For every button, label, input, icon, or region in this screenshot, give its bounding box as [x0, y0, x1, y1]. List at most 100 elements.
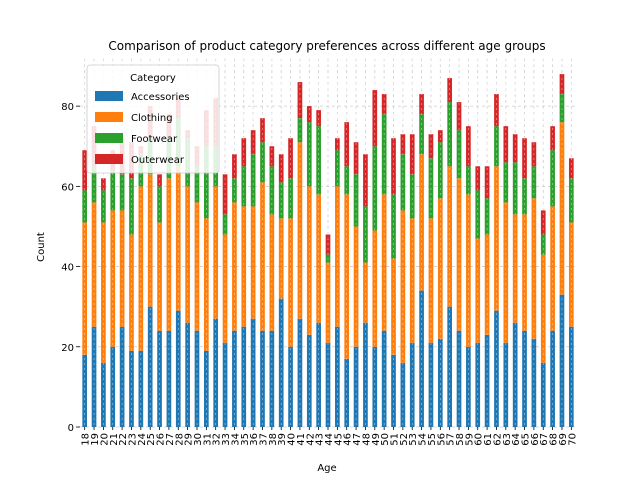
x-tick-label: 27 — [165, 433, 176, 446]
x-tick-label: 24 — [137, 433, 148, 446]
bar-footwear-62 — [494, 126, 499, 167]
bar-accessories-69 — [559, 294, 565, 427]
x-tick-label: 23 — [127, 433, 138, 446]
x-tick-label: 40 — [287, 433, 298, 446]
x-tick-label: 68 — [549, 433, 560, 446]
x-tick-label: 46 — [343, 433, 354, 446]
y-tick-label: 60 — [61, 182, 74, 193]
bar-clothing-40 — [288, 218, 293, 347]
x-tick-label: 44 — [324, 433, 335, 446]
bar-footwear-65 — [522, 178, 527, 215]
x-tick-label: 28 — [174, 433, 185, 446]
bar-accessories-45 — [335, 326, 340, 427]
bar-outerwear-48 — [363, 154, 368, 207]
bar-accessories-32 — [213, 318, 219, 427]
bar-clothing-30 — [194, 202, 200, 331]
bar-footwear-53 — [409, 174, 415, 219]
bar-clothing-32 — [213, 186, 219, 319]
bar-outerwear-61 — [484, 166, 490, 199]
bar-outerwear-57 — [447, 78, 452, 103]
bar-accessories-42 — [306, 334, 312, 427]
bar-clothing-50 — [381, 194, 387, 331]
x-tick-label: 70 — [567, 433, 578, 446]
x-tick-label: 66 — [530, 433, 541, 446]
x-tick-label: 57 — [446, 433, 457, 446]
bar-clothing-36 — [250, 206, 256, 319]
chart-title: Comparison of product category preferenc… — [108, 39, 545, 53]
bar-clothing-45 — [335, 186, 340, 327]
x-tick-label: 30 — [193, 433, 204, 446]
x-tick-label: 42 — [305, 433, 316, 446]
bar-clothing-26 — [157, 222, 162, 331]
bar-clothing-47 — [353, 226, 359, 347]
x-tick-label: 19 — [90, 433, 101, 446]
bar-outerwear-36 — [250, 130, 256, 155]
x-tick-label: 39 — [277, 433, 288, 446]
bar-footwear-20 — [101, 190, 106, 223]
bar-footwear-63 — [503, 162, 509, 203]
x-tick-label: 43 — [315, 433, 326, 446]
legend-title: Category — [130, 73, 176, 84]
bar-footwear-43 — [316, 126, 321, 195]
x-tick-label: 62 — [492, 433, 503, 446]
x-tick-label: 47 — [352, 433, 363, 446]
bar-clothing-41 — [297, 142, 303, 319]
bar-accessories-36 — [250, 318, 256, 427]
x-tick-label: 58 — [455, 433, 466, 446]
bar-accessories-66 — [531, 338, 537, 427]
bar-accessories-70 — [568, 326, 574, 427]
y-tick-label: 20 — [61, 343, 74, 354]
bar-clothing-20 — [101, 222, 106, 363]
legend-swatch-outerwear — [95, 154, 123, 164]
x-tick-label: 22 — [118, 433, 129, 446]
bar-outerwear-38 — [269, 146, 275, 167]
bar-clothing-34 — [232, 202, 237, 331]
bar-clothing-51 — [391, 258, 396, 355]
bar-clothing-59 — [466, 194, 471, 347]
bar-footwear-51 — [391, 194, 396, 259]
bar-footwear-46 — [344, 166, 350, 195]
bar-clothing-23 — [129, 234, 134, 351]
bar-footwear-37 — [260, 142, 265, 183]
bar-accessories-39 — [278, 298, 284, 427]
bar-accessories-25 — [147, 306, 153, 427]
x-tick-label: 45 — [333, 433, 344, 446]
bar-footwear-22 — [119, 174, 125, 211]
bar-outerwear-56 — [437, 130, 443, 143]
bar-outerwear-41 — [297, 82, 303, 119]
bar-clothing-25 — [147, 174, 153, 307]
x-tick-label: 51 — [390, 433, 401, 446]
legend-label-clothing: Clothing — [131, 113, 173, 124]
bar-clothing-38 — [269, 214, 275, 331]
bar-accessories-40 — [288, 346, 293, 427]
x-tick-label: 64 — [511, 433, 522, 446]
bar-accessories-59 — [466, 346, 471, 427]
bar-accessories-41 — [297, 318, 303, 427]
bar-accessories-61 — [484, 334, 490, 427]
bar-footwear-35 — [241, 166, 247, 207]
legend-swatch-accessories — [95, 91, 123, 101]
bar-accessories-47 — [353, 346, 359, 427]
x-tick-label: 37 — [258, 433, 269, 446]
x-tick-label: 55 — [427, 433, 438, 446]
x-tick-label: 59 — [464, 433, 475, 446]
x-tick-label: 31 — [202, 433, 213, 446]
x-tick-label: 41 — [296, 433, 307, 446]
x-tick-label: 48 — [361, 433, 372, 446]
bar-footwear-70 — [568, 178, 574, 223]
bar-footwear-59 — [466, 166, 471, 195]
x-tick-label: 38 — [268, 433, 279, 446]
bar-footwear-21 — [110, 170, 116, 211]
x-tick-label: 29 — [184, 433, 195, 446]
bar-footwear-61 — [484, 198, 490, 235]
bar-footwear-47 — [353, 174, 359, 227]
x-tick-label: 53 — [408, 433, 419, 446]
x-tick-label: 33 — [221, 433, 232, 446]
bar-clothing-46 — [344, 194, 350, 359]
bar-footwear-36 — [250, 154, 256, 207]
bar-outerwear-58 — [456, 102, 462, 131]
bar-footwear-31 — [204, 146, 209, 219]
bar-outerwear-59 — [466, 126, 471, 167]
bar-footwear-52 — [400, 154, 406, 211]
